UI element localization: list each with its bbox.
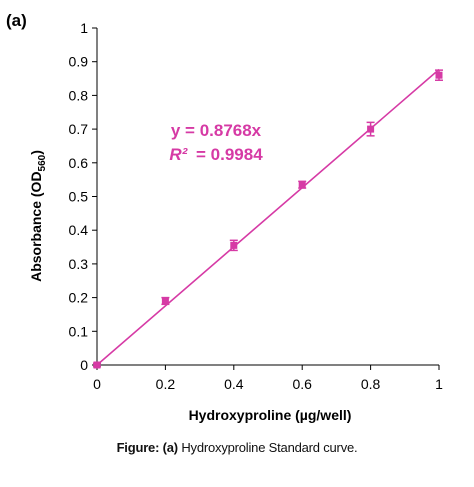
x-tick-label: 0.4: [224, 376, 244, 392]
y-tick-label: 0.3: [69, 256, 89, 272]
data-point: [367, 125, 375, 133]
trendline-equation: y = 0.8768x: [171, 121, 262, 140]
trendline: [96, 68, 440, 366]
chart-canvas: (a) 0 0.1 0.2 0.3 0.4 0.5 0.6 0.7 0.8 0.9 1 0 0.2 0.…: [6, 11, 443, 423]
x-tick-label: 1: [435, 376, 443, 392]
x-tick-label: 0.2: [156, 376, 176, 392]
y-axis-title-end: ): [28, 150, 44, 155]
y-tick-label: 0.7: [69, 121, 89, 137]
x-axis-ticks: 0 0.2 0.4 0.6 0.8 1: [93, 365, 443, 392]
y-tick-label: 0: [80, 357, 88, 373]
caption-prefix: Figure: (a): [116, 440, 179, 455]
y-tick-label: 0.6: [69, 155, 89, 171]
data-point: [298, 181, 306, 189]
figure-caption: Figure: (a) Hydroxyproline Standard curv…: [0, 440, 474, 455]
y-axis-title-main: Absorbance (OD: [28, 171, 44, 281]
r-squared-symbol: R²: [169, 145, 188, 164]
y-tick-label: 0.8: [69, 87, 89, 103]
x-axis-title: Hydroxyproline (µg/well): [189, 407, 352, 423]
y-axis-title: Absorbance (OD560): [28, 150, 48, 282]
y-tick-label: 0.9: [69, 54, 89, 70]
y-axis-ticks: 0 0.1 0.2 0.3 0.4 0.5 0.6 0.7 0.8 0.9 1: [69, 20, 97, 373]
data-point: [230, 241, 238, 249]
data-point: [93, 361, 101, 369]
y-tick-label: 1: [80, 20, 88, 36]
y-tick-label: 0.2: [69, 290, 89, 306]
caption-text: Hydroxyproline Standard curve.: [181, 440, 358, 455]
y-axis-title-subscript: 560: [37, 154, 48, 171]
y-tick-label: 0.1: [69, 323, 89, 339]
r-squared-label: R² = 0.9984: [169, 145, 263, 164]
x-tick-label: 0.6: [292, 376, 312, 392]
r-squared-value: = 0.9984: [196, 145, 263, 164]
data-points: [93, 69, 443, 369]
x-tick-label: 0.8: [361, 376, 381, 392]
y-tick-label: 0.4: [69, 222, 89, 238]
data-point: [161, 297, 169, 305]
x-tick-label: 0: [93, 376, 101, 392]
axes: [96, 28, 439, 366]
data-point: [435, 71, 443, 79]
panel-label: (a): [6, 11, 27, 30]
trendline-group: [96, 68, 440, 366]
y-tick-label: 0.5: [69, 189, 89, 205]
